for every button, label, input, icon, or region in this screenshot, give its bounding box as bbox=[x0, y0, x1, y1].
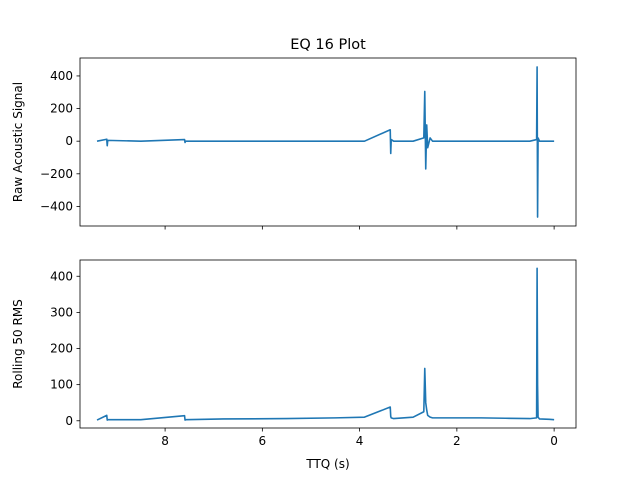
series-line-0 bbox=[96, 267, 555, 421]
y-tick-label: 400 bbox=[50, 69, 73, 83]
x-tick-label: 0 bbox=[550, 434, 558, 448]
y-axis-label: Rolling 50 RMS bbox=[11, 299, 25, 389]
x-tick-label: 6 bbox=[259, 434, 267, 448]
y-tick-label: −200 bbox=[40, 167, 73, 181]
y-tick-label: 200 bbox=[50, 342, 73, 356]
y-tick-label: 0 bbox=[65, 414, 73, 428]
chart-title: EQ 16 Plot bbox=[290, 37, 366, 53]
axes-frame bbox=[79, 57, 577, 227]
x-axis-label: TTQ (s) bbox=[305, 457, 349, 471]
y-tick-label: 300 bbox=[50, 305, 73, 319]
y-tick-label: 400 bbox=[50, 269, 73, 283]
y-tick-label: 0 bbox=[65, 134, 73, 148]
top-subplot-raw-acoustic-signal: −400 −200 0 200 400 Raw Acoustic Signal bbox=[11, 57, 577, 230]
y-tick-label: 100 bbox=[50, 378, 73, 392]
y-axis-label: Raw Acoustic Signal bbox=[11, 82, 25, 202]
y-tick-label: −400 bbox=[40, 199, 73, 213]
x-tick-label: 8 bbox=[161, 434, 169, 448]
bottom-subplot-rolling-rms: 0 100 200 300 400 8 6 4 2 0 Rolling 50 RMS TTQ (s) bbox=[11, 259, 577, 471]
series-line-0 bbox=[96, 66, 555, 218]
y-tick-label: 200 bbox=[50, 102, 73, 116]
x-tick-label: 2 bbox=[453, 434, 461, 448]
x-tick-label: 4 bbox=[356, 434, 364, 448]
axes-frame bbox=[79, 259, 577, 429]
